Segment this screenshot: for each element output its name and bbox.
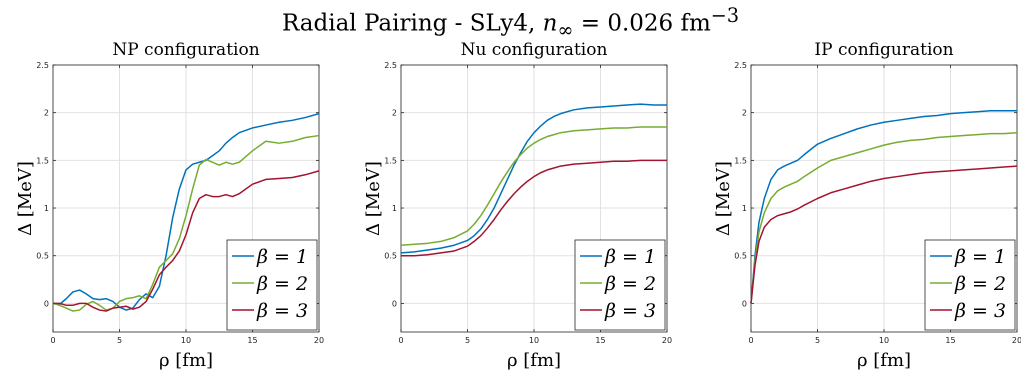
x-tick-label: 10 [529, 336, 539, 345]
y-axis-label: Δ [MeV] [363, 161, 384, 236]
title-n-symbol: n [542, 10, 558, 37]
legend: β = 1 β = 2 β = 3 [574, 239, 666, 331]
legend-label-beta-2: β = 2 [256, 273, 308, 295]
y-tick-label: 0 [44, 299, 49, 308]
figure-title: Radial Pairing - SLy4, n∞ = 0.026 fm−3 [0, 4, 1021, 41]
y-tick-label: 1 [392, 204, 397, 213]
series-line-beta-2 [400, 126, 667, 246]
legend-label-beta-2: β = 2 [954, 273, 1006, 295]
legend-label-beta-3: β = 3 [256, 300, 308, 322]
y-tick-label: 1.5 [384, 156, 397, 165]
y-tick-label: 2 [392, 109, 397, 118]
y-tick-label: 2.5 [36, 61, 49, 70]
legend-label-beta-3: β = 3 [604, 300, 656, 322]
panel-2: 0 5 10 15 20 0 0.5 1 1.5 2 2.5 Nu configuration ρ [f… [363, 40, 672, 371]
x-tick-label: 5 [117, 336, 122, 345]
title-value: = 0.026 fm [573, 10, 711, 37]
panel-1: 0 5 10 15 20 0 0.5 1 1.5 2 2.5 NP configuration ρ [f… [15, 40, 324, 371]
y-tick-label: 1 [44, 204, 49, 213]
title-prefix: Radial Pairing - SLy4, [281, 10, 543, 37]
y-tick-label: 0.5 [36, 252, 49, 261]
panel-3: 0 5 10 15 20 0 0.5 1 1.5 2 2.5 IP configuration ρ [f… [713, 40, 1021, 371]
x-tick-label: 10 [181, 336, 191, 345]
series-line-beta-3 [401, 159, 667, 257]
x-tick-label: 20 [662, 336, 672, 345]
panel-title: NP configuration [112, 40, 259, 60]
x-tick-label: 0 [398, 336, 403, 345]
y-tick-label: 1.5 [734, 156, 747, 165]
panel-title: IP configuration [814, 40, 953, 60]
series-line-beta-1 [750, 110, 1017, 304]
legend-label-beta-1: β = 1 [954, 246, 1006, 268]
legend-box [226, 239, 318, 331]
y-tick-label: 0.5 [384, 252, 397, 261]
x-tick-label: 0 [748, 336, 753, 345]
series-line-beta-1 [52, 112, 320, 311]
y-tick-label: 0 [392, 299, 397, 308]
x-tick-label: 5 [465, 336, 470, 345]
legend-label-beta-1: β = 1 [604, 246, 656, 268]
x-axis-label: ρ [fm] [857, 350, 911, 371]
y-tick-label: 1 [742, 204, 747, 213]
title-exponent: −3 [710, 4, 740, 27]
x-tick-label: 15 [595, 336, 605, 345]
x-tick-label: 20 [1012, 336, 1021, 345]
y-tick-label: 2.5 [734, 61, 747, 70]
legend-box [574, 239, 666, 331]
y-tick-label: 1.5 [36, 156, 49, 165]
x-tick-label: 15 [247, 336, 257, 345]
title-n-subscript: ∞ [557, 18, 574, 42]
legend-label-beta-2: β = 2 [604, 273, 656, 295]
x-tick-label: 5 [815, 336, 820, 345]
legend: β = 1 β = 2 β = 3 [924, 239, 1016, 331]
x-tick-label: 15 [945, 336, 955, 345]
series-line-beta-2 [52, 134, 320, 312]
series-line-beta-3 [750, 165, 1018, 304]
legend-label-beta-3: β = 3 [954, 300, 1006, 322]
legend-box [924, 239, 1016, 331]
y-tick-label: 2.5 [384, 61, 397, 70]
series-line-beta-2 [750, 131, 1018, 304]
y-axis-label: Δ [MeV] [15, 161, 36, 236]
y-tick-label: 2 [44, 109, 49, 118]
y-axis-label: Δ [MeV] [713, 161, 734, 236]
x-axis-label: ρ [fm] [159, 350, 213, 371]
legend-label-beta-1: β = 1 [256, 246, 308, 268]
series-line-beta-1 [400, 103, 667, 254]
y-tick-label: 0 [742, 299, 747, 308]
panel-title: Nu configuration [461, 40, 608, 60]
series-line-beta-3 [53, 170, 320, 312]
legend: β = 1 β = 2 β = 3 [226, 239, 318, 331]
x-tick-label: 10 [879, 336, 889, 345]
x-axis-label: ρ [fm] [507, 350, 561, 371]
y-tick-label: 0.5 [734, 252, 747, 261]
x-tick-label: 0 [50, 336, 55, 345]
y-tick-label: 2 [742, 109, 747, 118]
x-tick-label: 20 [314, 336, 324, 345]
